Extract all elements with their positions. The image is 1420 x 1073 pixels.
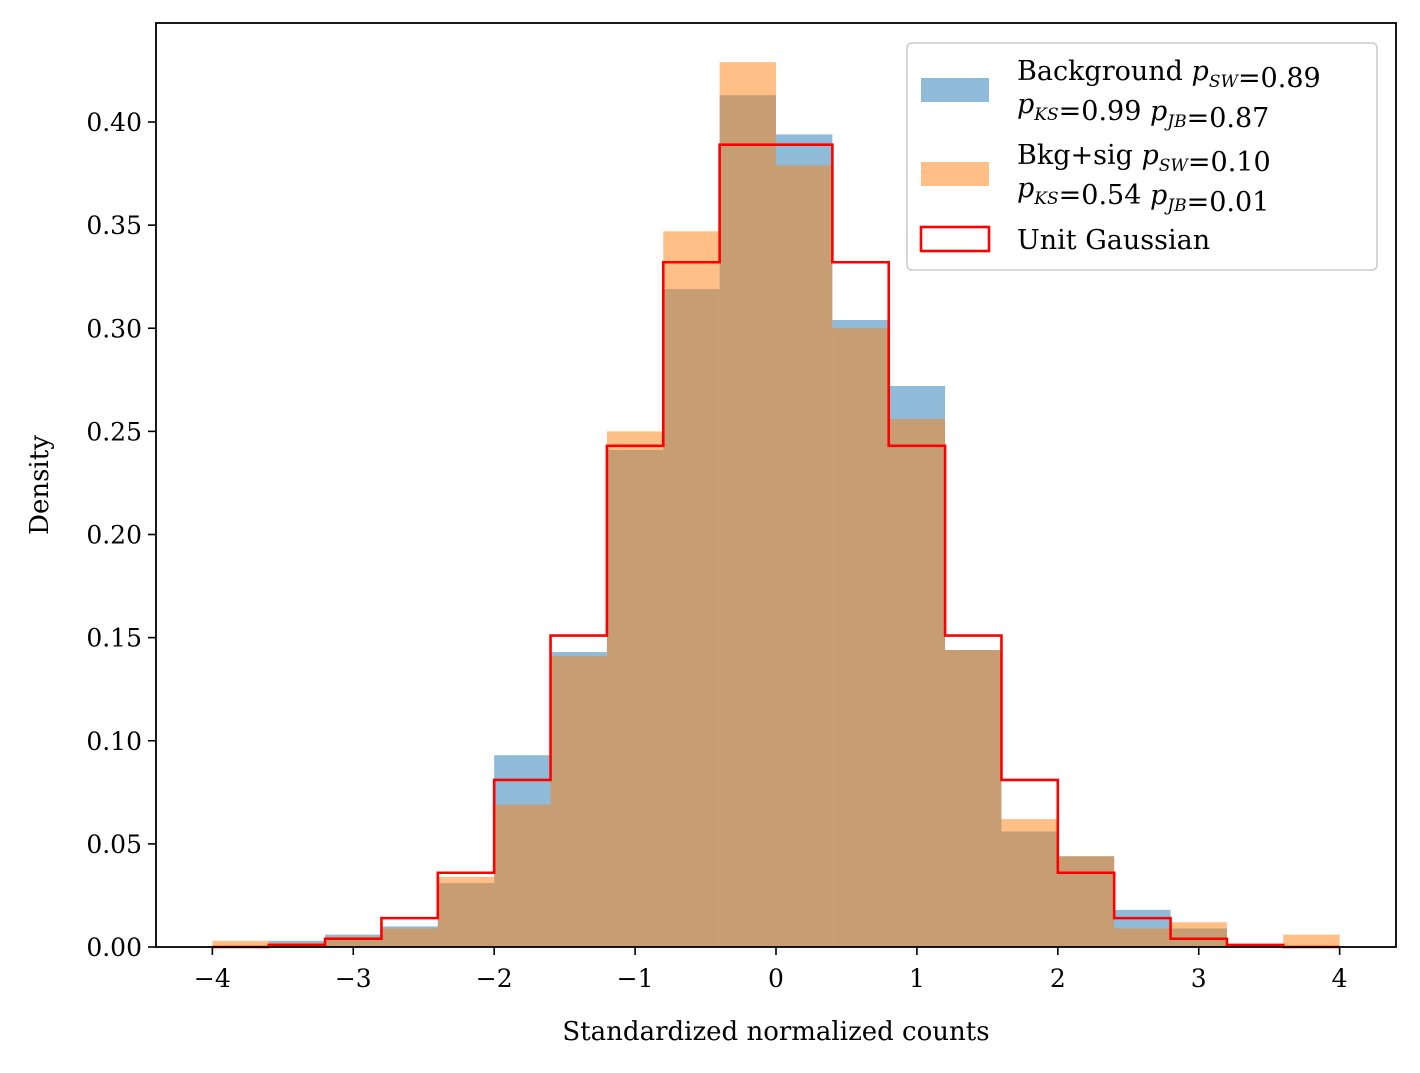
y-axis-label: Density [25,435,55,535]
x-tick-label: −1 [617,964,654,993]
legend-swatch-unit-gaussian [919,225,991,253]
legend-label-bkg-sig-line2: pKS=0.54 pJB=0.01 [1017,173,1269,218]
bar-bkg-sig-4 [437,876,495,947]
y-tick-label: 0.05 [86,830,142,859]
x-tick-label: 2 [1050,964,1066,993]
bar-bkg-sig-16 [1114,928,1171,947]
y-tick-label: 0.35 [86,211,142,240]
legend-box [906,42,1378,271]
bar-bkg-sig-5 [494,804,551,947]
x-tick-label: −4 [194,964,231,993]
axes: −4 −3 −2 −1 0 1 2 3 4 0.00 0.05 0.10 0.15 0.20 0.25 0.3… [25,22,1397,1047]
bar-bkg-sig-11 [832,328,889,947]
x-tick-label: −3 [335,964,372,993]
bar-bkg-sig-12 [888,419,946,947]
bar-bkg-sig-3 [381,928,438,947]
gaussian-step-layer [212,143,1340,949]
bar-bkg-sig-14 [1001,819,1058,947]
legend-label-background-line2: pKS=0.99 pJB=0.87 [1017,89,1269,134]
legend-label-unit-gaussian: Unit Gaussian [1017,225,1210,256]
y-tick-label: 0.15 [86,624,142,653]
step-line-unit-gaussian [212,143,1340,949]
y-tick-label: 0.10 [86,727,142,756]
legend-swatch-bkg-sig [921,162,989,186]
legend-label-bkg-sig-line1: Bkg+sig pSW=0.10 [1017,140,1271,178]
bar-bkg-sig-19 [1283,934,1340,947]
bar-bkg-sig-6 [550,656,607,947]
bar-bkg-sig-13 [945,650,1002,947]
bar-bkg-sig-0 [212,940,269,947]
bar-bkg-sig-8 [663,231,720,947]
bar-bkg-sig-7 [606,431,664,947]
y-tick-label: 0.00 [86,933,142,962]
bar-bkg-sig-15 [1057,856,1115,947]
bar-bkg-sig-2 [325,936,382,947]
bar-bkg-sig-9 [719,62,776,947]
y-tick-label: 0.20 [86,521,142,550]
x-tick-label: −2 [476,964,513,993]
x-axis-label: Standardized normalized counts [562,1017,989,1047]
bar-bkg-sig-10 [776,165,833,947]
y-tick-label: 0.30 [86,314,142,343]
x-tick-label: 1 [909,964,925,993]
legend-label-background-line1: Background pSW=0.89 [1017,56,1321,94]
x-tick-label: 0 [768,964,784,993]
x-tick-label: 3 [1191,964,1207,993]
x-tick-label: 4 [1332,964,1348,993]
y-tick-label: 0.40 [86,108,142,137]
histogram-bars [212,62,1340,947]
legend-swatch-background [921,78,989,102]
y-tick-label: 0.25 [86,417,142,446]
bar-bkg-sig-17 [1170,922,1227,947]
